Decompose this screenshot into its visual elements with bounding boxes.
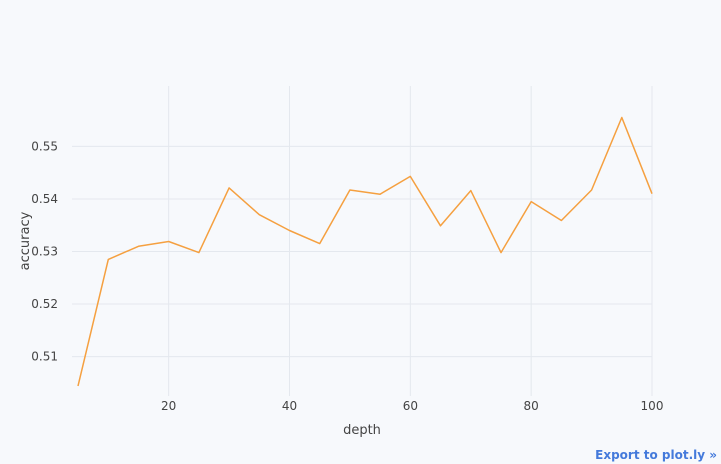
export-to-plotly-link[interactable]: Export to plot.ly » xyxy=(595,448,717,462)
data-point[interactable] xyxy=(257,213,261,217)
data-point[interactable] xyxy=(529,200,533,204)
data-point[interactable] xyxy=(106,257,110,261)
y-tick-label: 0.54 xyxy=(31,192,58,206)
data-point[interactable] xyxy=(559,219,563,223)
y-axis-title: accuracy xyxy=(18,211,33,270)
data-point[interactable] xyxy=(378,192,382,196)
data-point[interactable] xyxy=(499,251,503,255)
x-axis-title: depth xyxy=(343,423,381,438)
data-point[interactable] xyxy=(439,224,443,228)
data-point[interactable] xyxy=(318,242,322,246)
x-tick-label: 20 xyxy=(161,399,176,413)
y-tick-label: 0.51 xyxy=(31,350,58,364)
y-tick-label: 0.53 xyxy=(31,245,58,259)
tick-label-layer: 20 40 60 80 100 0.51 0.52 0.53 0.54 0.55 xyxy=(31,139,663,413)
x-tick-label: 40 xyxy=(282,399,297,413)
data-point[interactable] xyxy=(469,189,473,193)
series-layer xyxy=(76,116,654,388)
x-tick-label: 80 xyxy=(524,399,539,413)
data-point[interactable] xyxy=(288,228,292,232)
data-point[interactable] xyxy=(348,188,352,192)
data-point[interactable] xyxy=(76,384,80,388)
data-point[interactable] xyxy=(167,240,171,244)
data-point[interactable] xyxy=(650,192,654,196)
y-tick-label: 0.55 xyxy=(31,139,58,153)
grid-layer xyxy=(72,86,653,396)
x-tick-label: 100 xyxy=(641,399,664,413)
data-point[interactable] xyxy=(227,186,231,190)
y-tick-label: 0.52 xyxy=(31,297,58,311)
data-point[interactable] xyxy=(590,188,594,192)
data-point[interactable] xyxy=(197,251,201,255)
data-point[interactable] xyxy=(408,174,412,178)
data-point[interactable] xyxy=(136,244,140,248)
series-line xyxy=(77,116,653,387)
data-point[interactable] xyxy=(620,116,624,120)
x-tick-label: 60 xyxy=(403,399,418,413)
